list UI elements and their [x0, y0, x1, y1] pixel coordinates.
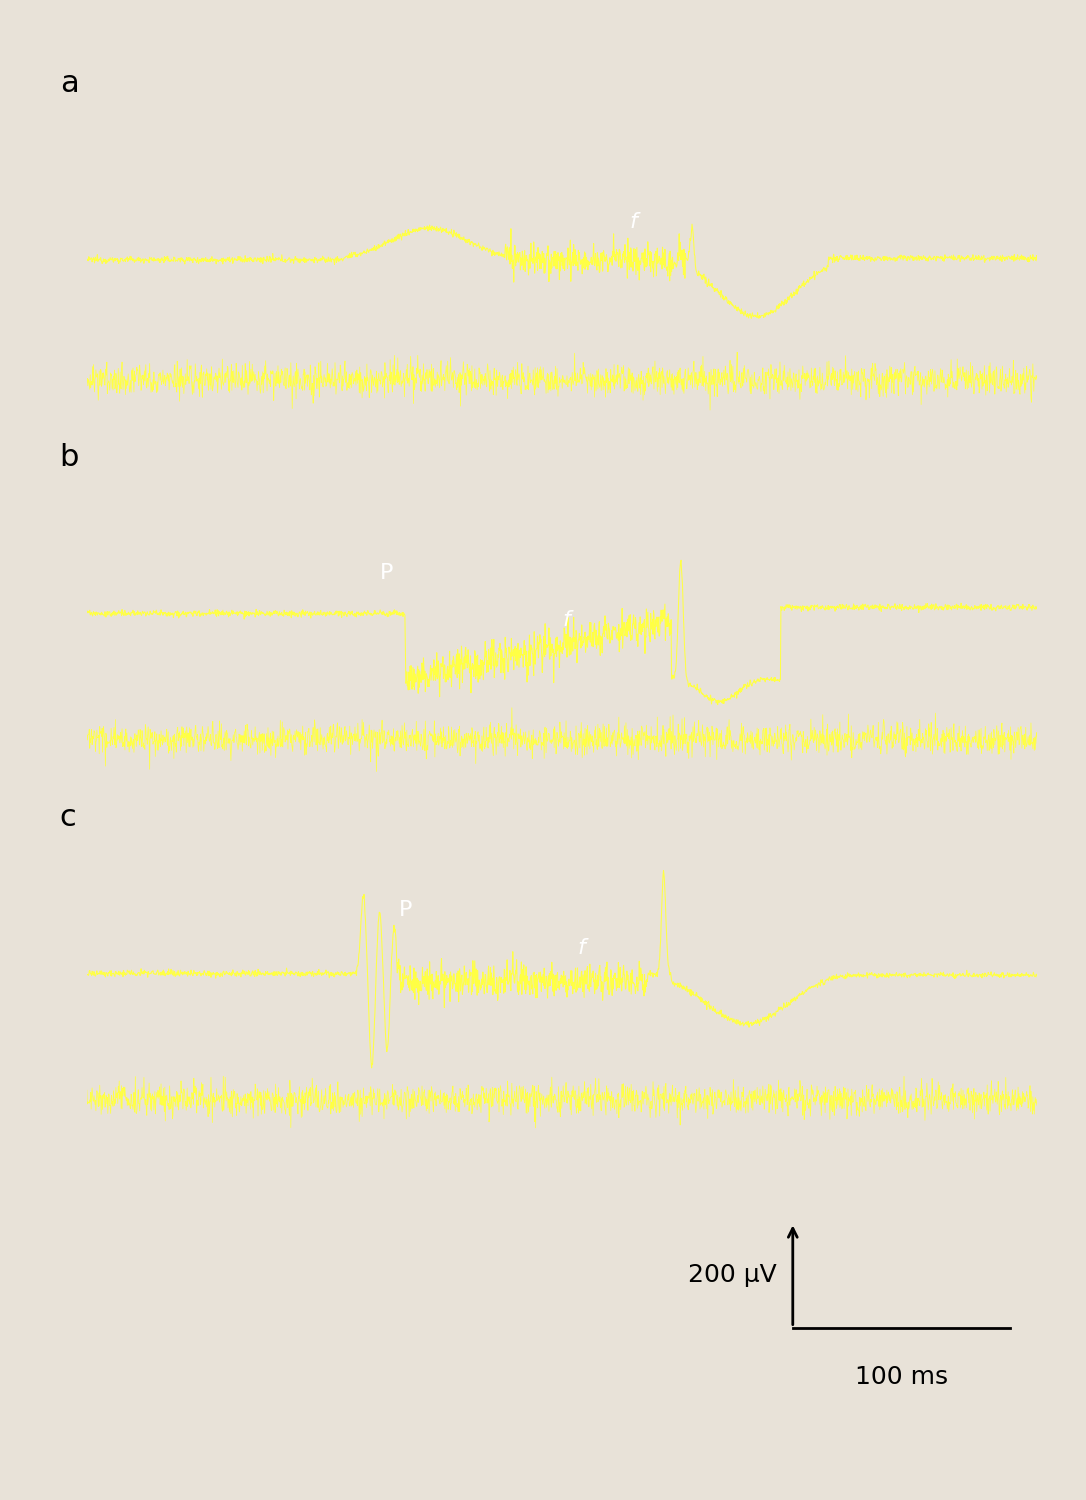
Text: f: f: [577, 939, 585, 958]
Text: 200 μV: 200 μV: [687, 1263, 776, 1287]
Text: a: a: [60, 69, 78, 98]
Text: 100 ms: 100 ms: [855, 1365, 948, 1389]
Text: P: P: [399, 900, 412, 921]
Text: f: f: [563, 610, 571, 630]
Text: P: P: [379, 562, 393, 582]
Text: b: b: [60, 444, 79, 472]
Text: f: f: [629, 211, 637, 232]
Text: c: c: [60, 804, 76, 832]
